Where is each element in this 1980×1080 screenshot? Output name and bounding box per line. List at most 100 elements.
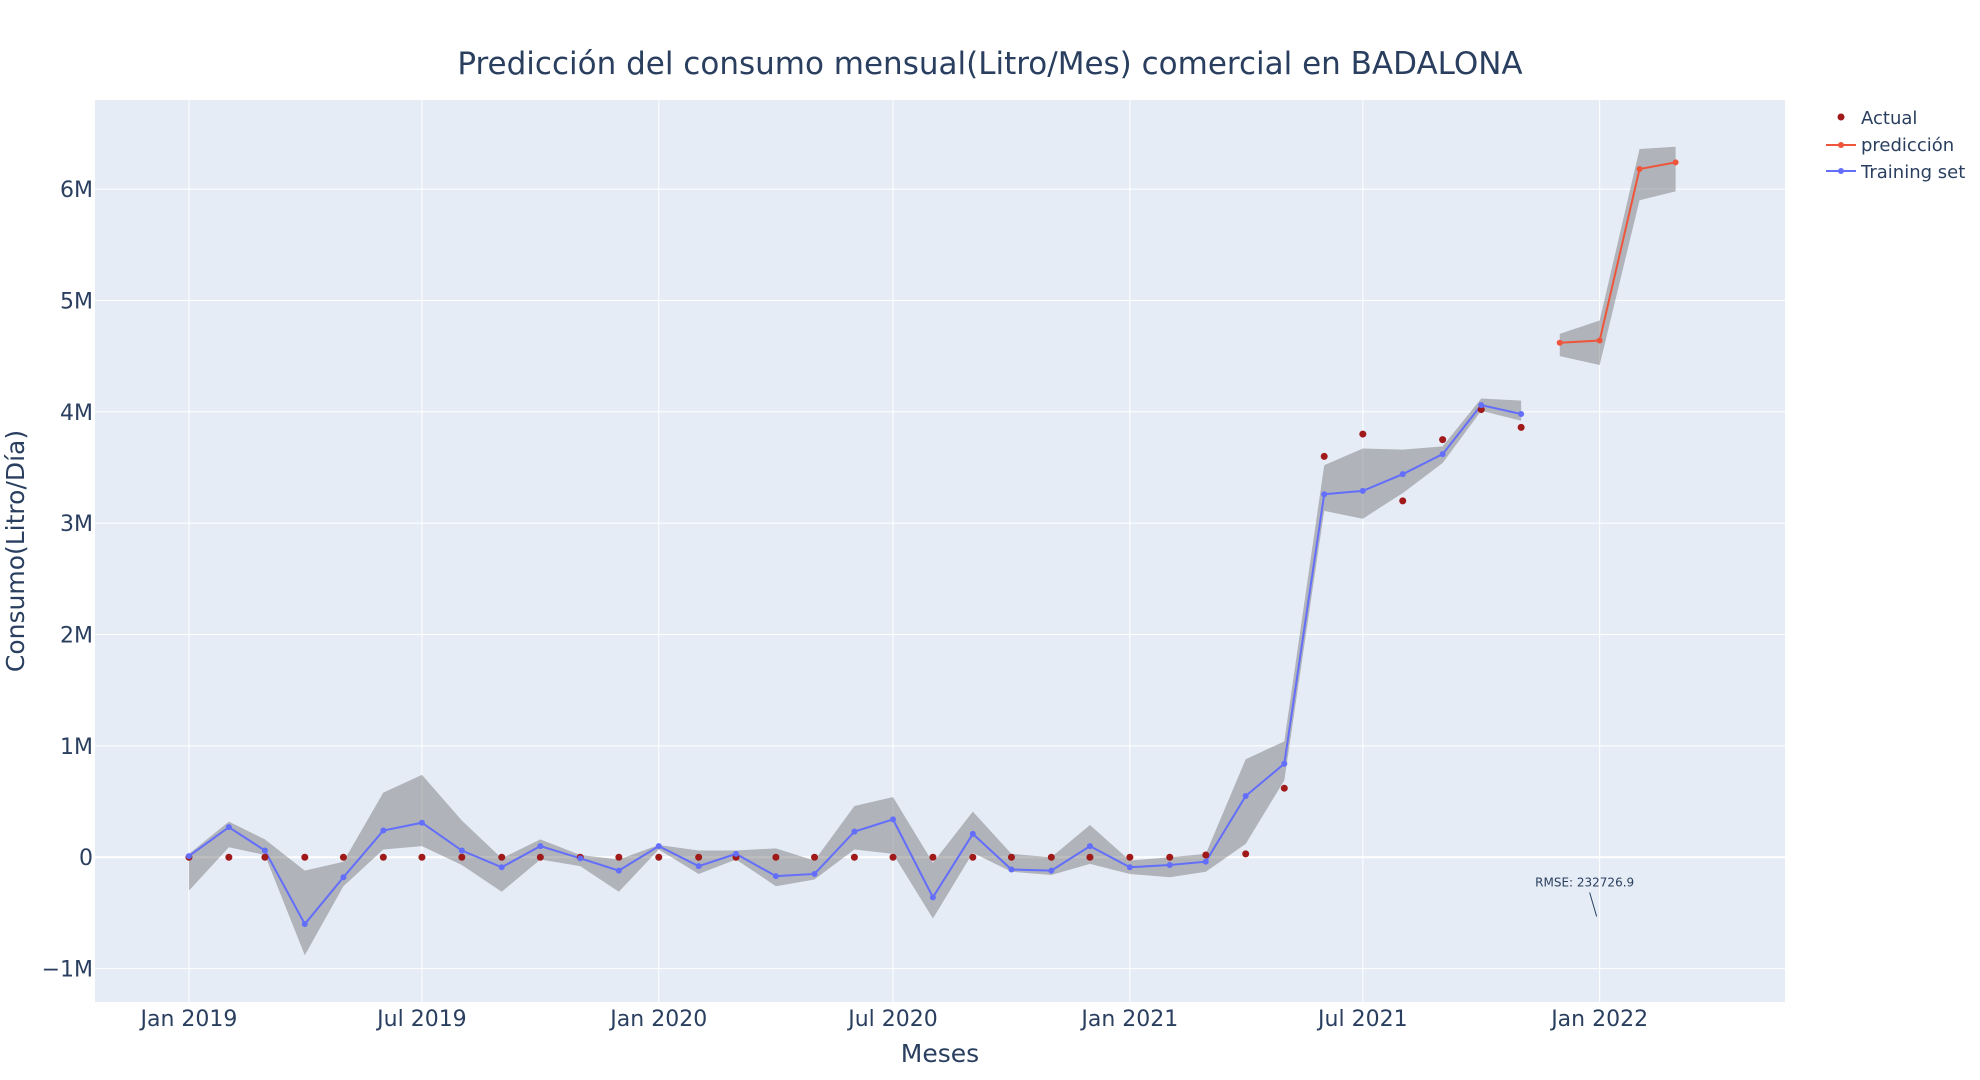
- x-tick-label: Jul 2019: [375, 1007, 467, 1032]
- y-tick-label: 4M: [60, 401, 93, 426]
- data-point-actual: [1086, 853, 1094, 861]
- legend-marker-training-set: [1838, 168, 1844, 174]
- legend-label-prediccion: predicción: [1861, 135, 1954, 156]
- data-point-training-set: [1048, 867, 1055, 874]
- data-point-actual: [1047, 853, 1055, 861]
- data-point-actual: [1242, 850, 1250, 858]
- data-point-actual: [458, 853, 466, 861]
- data-point-actual: [1477, 406, 1485, 414]
- rmse-annotation: RMSE: 232726.9: [1535, 875, 1634, 889]
- data-point-actual: [1439, 436, 1447, 444]
- x-tick-label: Jan 2021: [1079, 1007, 1178, 1032]
- data-point-training-set: [1281, 760, 1288, 767]
- data-point-actual: [772, 853, 780, 861]
- data-point-training-set: [1166, 862, 1173, 869]
- x-tick-label: Jan 2019: [139, 1007, 238, 1032]
- data-point-actual: [1517, 423, 1525, 431]
- data-point-actual: [1320, 452, 1328, 460]
- data-point-training-set: [498, 864, 505, 871]
- data-point-training-set: [1202, 858, 1209, 865]
- data-point-training-set: [380, 827, 387, 834]
- data-point-training-set: [301, 921, 308, 928]
- data-point-actual: [969, 853, 977, 861]
- legend-item-prediccion[interactable]: predicción: [1826, 135, 1954, 156]
- data-point-predicci-n: [1556, 339, 1563, 346]
- data-point-predicci-n: [1636, 166, 1643, 173]
- data-point-training-set: [732, 850, 739, 857]
- data-point-predicci-n: [1596, 337, 1603, 344]
- data-point-actual: [615, 853, 623, 861]
- data-point-training-set: [929, 894, 936, 901]
- data-point-training-set: [537, 843, 544, 850]
- confidence-bands: [188, 146, 1676, 956]
- y-tick-label: 6M: [60, 178, 93, 203]
- data-point-actual: [695, 853, 703, 861]
- data-point-training-set: [577, 855, 584, 862]
- data-point-actual: [811, 853, 819, 861]
- x-tick-label: Jan 2022: [1549, 1007, 1648, 1032]
- data-point-actual: [536, 853, 544, 861]
- legend-marker-prediccion: [1838, 142, 1844, 148]
- data-point-training-set: [811, 870, 818, 877]
- data-point-training-set: [458, 847, 465, 854]
- x-tick-labels: Jan 2019 Jul 2019 Jan 2020 Jul 2020 Jan 2021…: [139, 1007, 1649, 1032]
- data-point-actual: [1280, 784, 1288, 792]
- legend-item-actual[interactable]: Actual: [1837, 108, 1918, 129]
- data-point-actual: [655, 853, 663, 861]
- y-tick-label: 5M: [60, 289, 93, 314]
- plot-background: [95, 100, 1785, 1002]
- data-point-actual: [1007, 853, 1015, 861]
- data-point-training-set: [185, 853, 192, 860]
- data-point-actual: [339, 853, 347, 861]
- legend-item-training-set[interactable]: Training set: [1826, 162, 1965, 183]
- x-tick-label: Jul 2021: [1316, 1007, 1408, 1032]
- data-point-training-set: [615, 867, 622, 874]
- data-point-predicci-n: [1672, 159, 1679, 166]
- y-tick-label: −1M: [42, 958, 93, 983]
- data-point-actual: [1359, 430, 1367, 438]
- data-point-training-set: [655, 843, 662, 850]
- legend-label-actual: Actual: [1861, 108, 1917, 129]
- data-point-training-set: [418, 819, 425, 826]
- data-point-training-set: [890, 816, 897, 823]
- data-point-training-set: [261, 847, 268, 854]
- legend-marker-actual: [1837, 113, 1845, 121]
- data-point-actual: [301, 853, 309, 861]
- y-tick-label: 3M: [60, 512, 93, 537]
- y-tick-label: 1M: [60, 735, 93, 760]
- series-line-predicci-n: [1559, 161, 1676, 344]
- data-point-actual: [498, 853, 506, 861]
- data-point-actual: [1399, 497, 1407, 505]
- data-point-actual: [1126, 853, 1134, 861]
- data-point-training-set: [695, 863, 702, 870]
- chart-title: Predicción del consumo mensual(Litro/Mes…: [457, 46, 1522, 82]
- data-point-actual: [929, 853, 937, 861]
- y-gridlines: [95, 188, 1785, 970]
- data-point-training-set: [1399, 471, 1406, 478]
- confidence-band-training-set: [188, 398, 1522, 956]
- data-point-actual: [418, 853, 426, 861]
- data-point-actual: [1166, 853, 1174, 861]
- y-tick-label: 2M: [60, 624, 93, 649]
- series-markers: [185, 159, 1679, 928]
- x-gridlines: [188, 100, 1601, 1002]
- annotations: RMSE: 232726.9: [1535, 875, 1634, 917]
- confidence-band-predicci-n: [1559, 146, 1676, 366]
- annotation-arrow: [1589, 892, 1598, 917]
- data-point-training-set: [1008, 866, 1015, 873]
- data-point-actual: [850, 853, 858, 861]
- legend-label-training-set: Training set: [1860, 162, 1965, 183]
- data-point-training-set: [1478, 402, 1485, 409]
- data-point-training-set: [851, 828, 858, 835]
- data-point-training-set: [772, 873, 779, 880]
- data-point-training-set: [1321, 491, 1328, 498]
- data-point-actual: [889, 853, 897, 861]
- data-point-training-set: [340, 874, 347, 881]
- legend[interactable]: Actual predicción Training set: [1826, 108, 1965, 183]
- data-point-training-set: [1126, 864, 1133, 871]
- data-point-actual: [261, 853, 269, 861]
- data-point-training-set: [1086, 843, 1093, 850]
- data-point-training-set: [969, 830, 976, 837]
- x-axis-title: Meses: [901, 1039, 979, 1068]
